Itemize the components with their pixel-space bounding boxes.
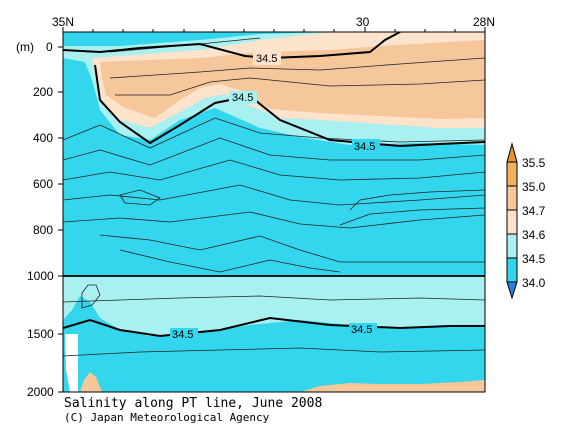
colorbar: [506, 142, 518, 300]
x-tick-label: 28N: [473, 15, 495, 29]
colorbar-swatch: [506, 161, 518, 187]
contour-line: [63, 117, 485, 149]
contour-label: 34.5: [256, 53, 277, 65]
y-tick-label: 0: [46, 40, 53, 54]
y-tick-label: 400: [33, 131, 53, 145]
colorbar-label: 35.5: [522, 156, 546, 170]
colorbar-label: 34.5: [522, 252, 546, 266]
chart-title: Salinity along PT line, June 2008: [64, 396, 322, 411]
contour-line: [63, 211, 485, 229]
thin-contours: [63, 37, 485, 357]
missing-data-region: [65, 334, 78, 392]
y-tick-label: 1500: [27, 327, 54, 341]
chart-credit: (C) Japan Meteorological Agency: [64, 411, 270, 424]
contour-label: 34.5: [232, 92, 253, 104]
y-tick-label: 1000: [27, 269, 54, 283]
colorbar-label: 35.0: [522, 180, 546, 194]
contour-line: [81, 284, 101, 309]
colorbar-label: 34.6: [522, 228, 546, 242]
contour-line: [109, 57, 485, 79]
contour-line: [63, 159, 485, 181]
contour-label: 34.5: [172, 329, 193, 341]
colorbar-label: 34.0: [522, 276, 546, 290]
band-34-5-34-6-deep: [63, 276, 485, 336]
x-tick-label: 30: [356, 15, 370, 29]
top-axis-ticks: [62, 27, 486, 32]
colorbar-swatch: [506, 233, 518, 259]
contour-line: [63, 184, 485, 206]
contour-line: [339, 207, 485, 226]
contour-label: 34.5: [354, 141, 375, 153]
y-tick-label: 600: [33, 177, 53, 191]
band-34-7-35-0: [100, 40, 485, 119]
band-deep-bottom-right: [300, 380, 485, 392]
salinity-field: [63, 32, 485, 392]
colorbar-swatch: [506, 209, 518, 235]
colorbar-cap-bottom: [506, 281, 518, 300]
contour-line: [119, 249, 341, 273]
y-tick-label: 2000: [27, 385, 54, 399]
colorbar-swatch: [506, 257, 518, 283]
y-tick-label: 200: [33, 85, 53, 99]
contour-line: [63, 347, 485, 357]
contour-34-5-lower: [63, 316, 485, 338]
y-tick-label: 800: [33, 223, 53, 237]
y-axis-ticks: [58, 46, 63, 393]
contour-line: [63, 137, 485, 166]
contour-line: [349, 189, 485, 211]
colorbar-cap-top: [506, 142, 518, 163]
x-tick-label: 35N: [52, 15, 74, 29]
contour-line: [119, 189, 161, 206]
contour-line: [115, 77, 485, 96]
y-axis-unit: (m): [16, 40, 34, 54]
contour-label: 34.5: [351, 324, 372, 336]
contour-line: [99, 234, 485, 263]
colorbar-label: 34.7: [522, 204, 546, 218]
contour-label-group: 34.5 34.5 34.5 34.5 34.5: [170, 51, 380, 341]
contour-line: [63, 295, 485, 303]
band-deep-bottom-left: [80, 372, 102, 392]
colorbar-swatch: [506, 185, 518, 211]
